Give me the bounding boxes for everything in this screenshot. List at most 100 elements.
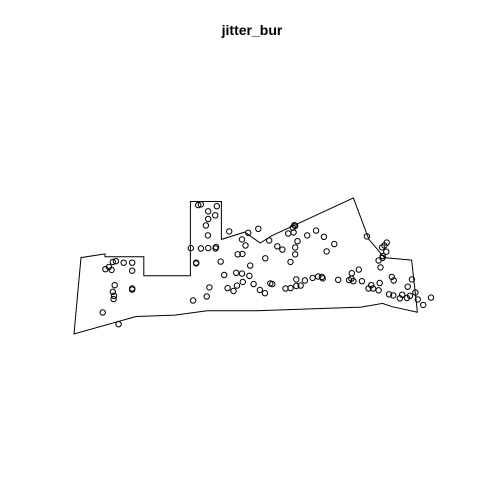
data-point	[323, 248, 330, 255]
data-point	[383, 239, 390, 246]
data-point	[245, 229, 252, 237]
data-point	[197, 245, 205, 252]
data-point	[212, 212, 219, 219]
data-point	[195, 201, 202, 209]
data-point	[129, 267, 136, 274]
data-point	[202, 222, 210, 229]
data-point	[203, 293, 210, 300]
data-point	[115, 321, 122, 328]
data-point	[193, 259, 200, 266]
data-point	[189, 297, 197, 304]
data-point	[408, 276, 416, 283]
data-point	[129, 259, 136, 266]
data-point	[348, 270, 355, 277]
data-point	[388, 273, 395, 281]
data-point	[287, 284, 294, 292]
data-point	[230, 287, 237, 295]
data-point	[294, 238, 301, 245]
data-point	[331, 240, 338, 248]
data-point	[412, 289, 419, 296]
data-point	[213, 203, 221, 210]
data-point	[246, 272, 253, 279]
data-point	[363, 233, 371, 240]
data-point	[377, 264, 384, 271]
data-point	[238, 236, 246, 243]
data-point	[120, 259, 127, 266]
data-point	[239, 278, 247, 286]
data-point	[261, 290, 269, 297]
data-point	[304, 232, 311, 239]
data-point	[233, 269, 240, 276]
data-point	[205, 208, 212, 215]
data-point	[369, 285, 377, 292]
data-point	[112, 258, 120, 265]
data-point	[212, 243, 220, 251]
data-point	[301, 277, 309, 284]
data-point	[109, 258, 117, 266]
data-point	[238, 270, 246, 277]
data-point	[376, 279, 383, 287]
data-point	[274, 243, 281, 250]
data-point	[358, 278, 366, 285]
data-point	[285, 230, 292, 237]
data-point	[217, 258, 224, 265]
data-point	[297, 282, 304, 289]
data-point	[197, 201, 205, 208]
chart-title: jitter_bur	[221, 22, 283, 38]
data-point	[204, 232, 212, 239]
data-point	[99, 309, 106, 316]
data-point	[111, 282, 118, 289]
data-point	[414, 296, 421, 303]
data-point	[292, 244, 299, 251]
data-point	[239, 250, 246, 258]
data-point	[355, 266, 362, 273]
data-point	[266, 237, 273, 244]
data-point	[292, 251, 299, 258]
data-point	[279, 246, 286, 253]
data-point	[205, 215, 212, 223]
data-point	[312, 227, 320, 234]
data-point	[262, 255, 269, 262]
data-point	[293, 276, 300, 283]
data-point	[255, 225, 262, 233]
data-point	[205, 244, 212, 252]
data-point	[293, 282, 300, 290]
data-point	[226, 228, 233, 235]
data-point	[234, 251, 241, 258]
data-point	[110, 292, 118, 299]
data-point	[247, 262, 254, 269]
data-point	[292, 222, 299, 230]
data-point	[396, 295, 404, 302]
data-point	[110, 295, 117, 303]
data-point	[129, 285, 136, 292]
data-point	[375, 287, 382, 294]
data-point	[379, 252, 386, 260]
data-point	[269, 280, 276, 288]
data-point	[385, 291, 393, 298]
data-point	[309, 274, 316, 282]
data-point	[335, 276, 342, 283]
data-point	[242, 242, 249, 249]
point-layer	[99, 201, 435, 328]
data-point	[383, 248, 390, 255]
data-point	[221, 271, 228, 279]
data-point	[368, 282, 375, 289]
data-point	[420, 301, 427, 309]
data-point	[404, 283, 411, 290]
data-point	[102, 266, 109, 273]
data-point	[427, 294, 435, 301]
data-point	[320, 233, 328, 241]
data-point	[250, 280, 257, 288]
data-point	[224, 284, 231, 292]
data-point	[390, 292, 397, 299]
data-point	[256, 286, 264, 294]
data-point	[109, 288, 117, 295]
observation-window-outline	[73, 197, 418, 335]
data-point	[375, 257, 382, 264]
data-point	[233, 282, 241, 289]
data-point	[287, 258, 294, 266]
data-point	[206, 284, 213, 291]
data-point	[187, 244, 195, 252]
data-point	[390, 277, 397, 284]
